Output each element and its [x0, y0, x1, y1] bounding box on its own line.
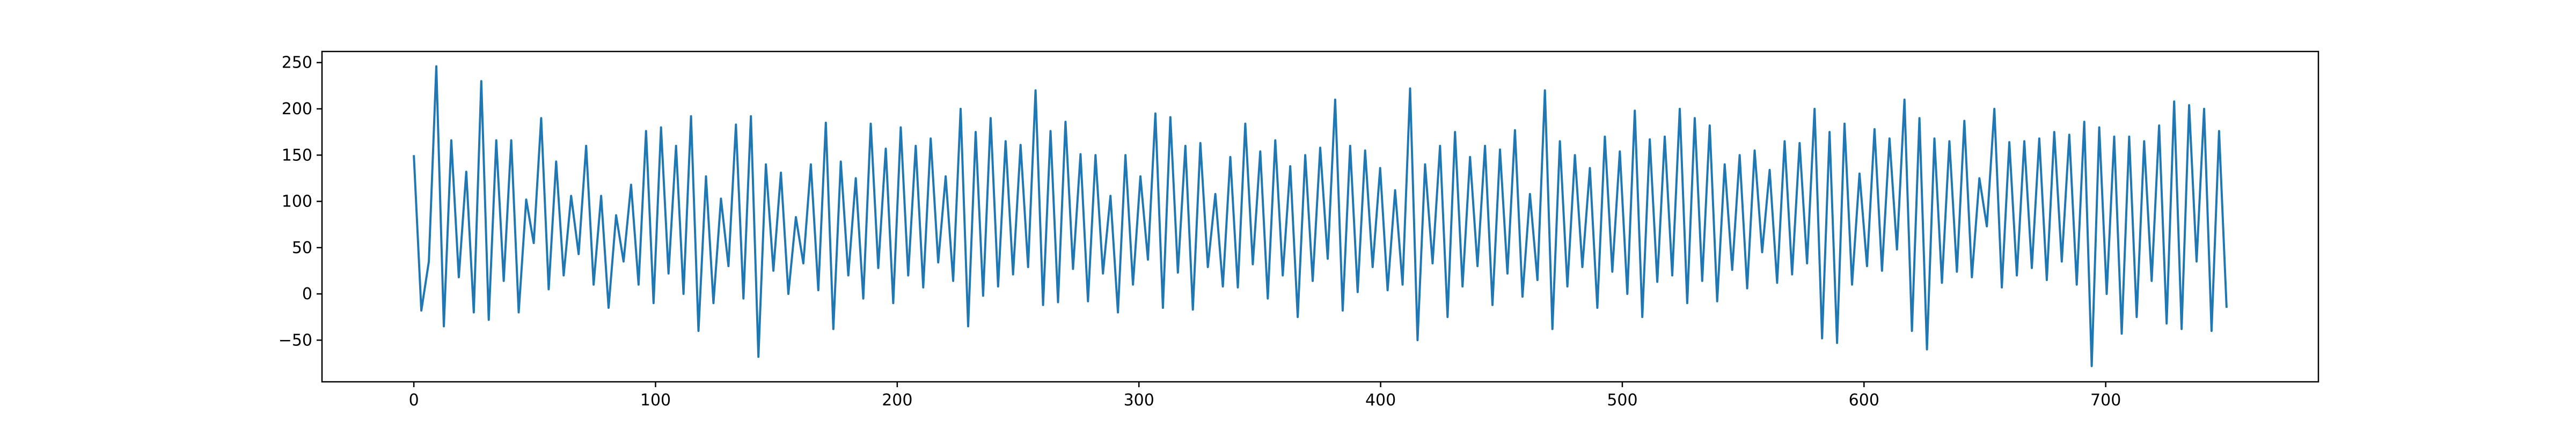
x-tick-label: 700 [2090, 391, 2121, 410]
y-tick-label: −50 [279, 331, 312, 350]
axes: 0 100 200 300 400 500 600 700 −50 0 50 100 150 200 250 [279, 50, 2319, 410]
x-tick-label: 100 [640, 391, 671, 410]
x-tick-label: 600 [1849, 391, 1879, 410]
y-tick-label: 250 [282, 54, 312, 72]
plot-area [413, 65, 2228, 367]
y-tick-label: 150 [282, 146, 312, 165]
x-tick-label: 200 [882, 391, 912, 410]
x-tick-label: 0 [409, 391, 419, 410]
y-tick-label: 100 [282, 193, 312, 211]
x-tick-label: 400 [1365, 391, 1396, 410]
axes-frame [321, 50, 2319, 383]
y-tick-label: 50 [292, 239, 312, 257]
y-tick-label: 0 [302, 285, 312, 304]
x-tick-label: 500 [1607, 391, 1637, 410]
x-tick-label: 300 [1124, 391, 1154, 410]
y-tick-label: 200 [282, 100, 312, 119]
series-line-0 [413, 65, 2228, 367]
